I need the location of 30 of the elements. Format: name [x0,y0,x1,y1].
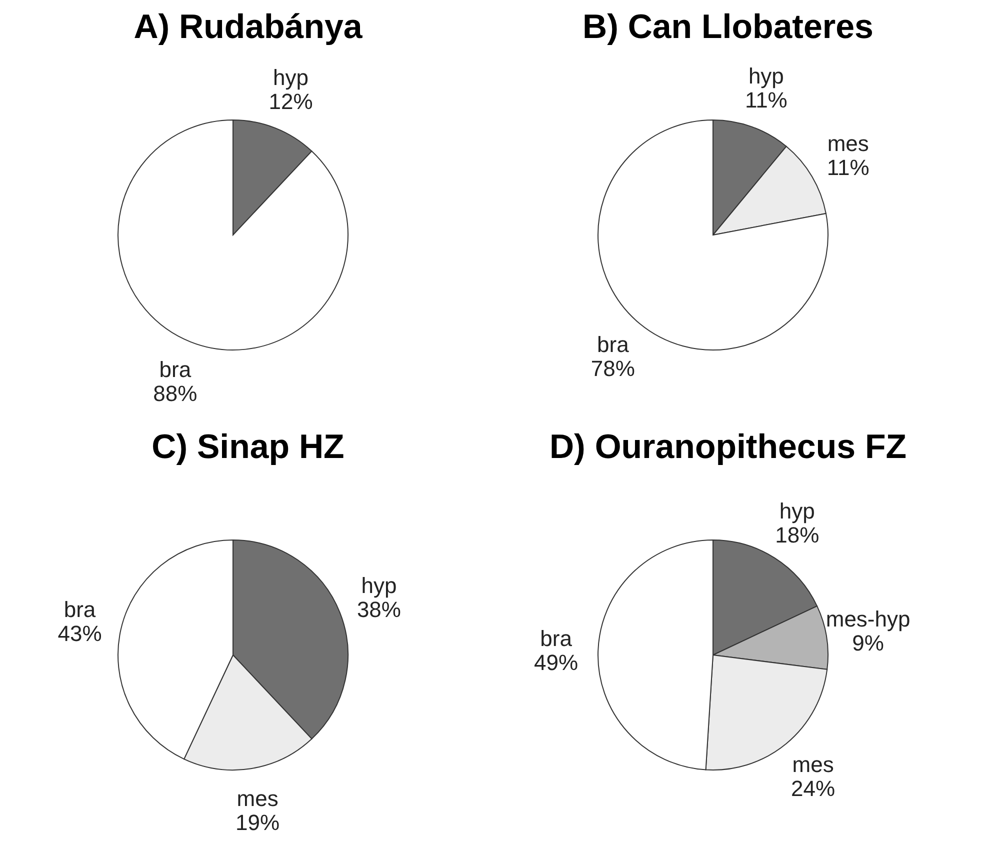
chart-title: C) Sinap HZ [150,428,346,468]
slice-label: hyp [361,573,397,598]
slice-label: bra [540,626,573,652]
slice-label: mes [827,131,869,156]
slice-label: bra [597,332,630,357]
data-label: 11% [826,155,870,180]
data-label: 19% [236,810,280,836]
chart-title: B) Can Llobateres [582,8,874,48]
data-label: 43% [58,620,102,646]
data-label: 38% [356,597,401,622]
data-label: 78% [590,356,635,381]
slice-label: hyp [748,63,784,88]
chart-title: A) Rudabánya [132,8,364,48]
data-label: 11% [744,87,788,112]
pie-slice [118,120,348,350]
data-label: 88% [153,380,198,406]
slice-label: hyp [779,498,815,524]
data-label: 49% [534,650,578,676]
chart-title: D) Ouranopithecus FZ [548,428,908,468]
data-label: 24% [791,776,836,801]
pie-slice [598,120,828,350]
slice-label: hyp [273,65,309,90]
data-label: 18% [775,522,820,548]
slice-label: mes [792,752,834,777]
slice-label: mes-hyp [826,606,910,632]
slice-label: bra [159,356,192,382]
data-label: 9% [852,630,884,656]
data-label: 12% [268,89,313,114]
slice-label: mes [236,786,278,812]
slice-label: bra [64,596,96,622]
